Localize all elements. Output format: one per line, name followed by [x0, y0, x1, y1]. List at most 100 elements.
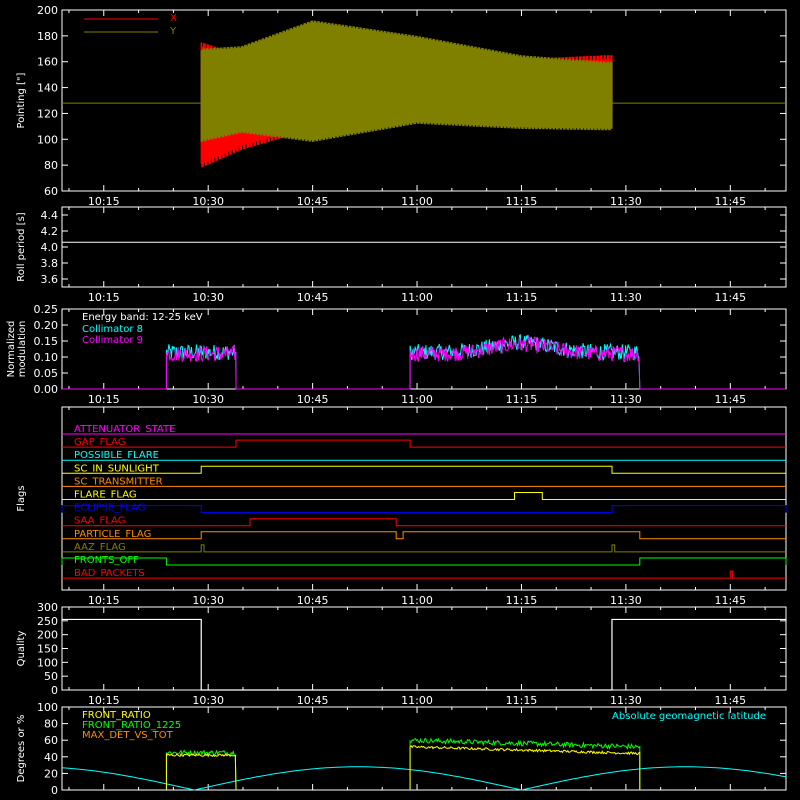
x-tick-label: 10:30	[192, 694, 224, 707]
x-tick-label: 11:30	[610, 195, 642, 208]
y-tick-label: 0.20	[34, 319, 59, 332]
flag-trace-gap-flag	[62, 439, 786, 448]
flag-trace-saa-flag	[62, 518, 786, 527]
y-tick-label: 160	[37, 56, 58, 69]
series-front-ratio	[165, 745, 641, 791]
flag-trace-particle-flag	[62, 531, 786, 540]
x-tick-label: 10:15	[88, 594, 120, 607]
y-tick-label: 100	[37, 133, 58, 146]
x-tick-label: 10:15	[88, 393, 120, 406]
geomagnetic-latitude-annotation: Absolute geomagnetic latitude	[612, 711, 766, 722]
y-tick-label: 3.8	[41, 257, 59, 270]
modulation-axes	[61, 308, 787, 390]
x-tick-label: 10:30	[192, 594, 224, 607]
y-tick-label: 60	[44, 185, 58, 198]
x-tick-label: 10:30	[192, 393, 224, 406]
y-tick-label: 4.0	[41, 241, 59, 254]
legend-label-front-ratio-1225: FRONT_RATIO_1225	[82, 720, 181, 731]
y-tick-label: 80	[44, 718, 58, 731]
y-tick-label: 200	[37, 4, 58, 17]
flag-label-aaz-flag: AAZ_FLAG	[74, 542, 126, 553]
y-tick-label: 80	[44, 159, 58, 172]
flag-trace-sc-in-sunlight	[62, 465, 786, 474]
flag-trace-aaz-flag	[62, 544, 786, 553]
flag-label-sc-in-sunlight: SC_IN_SUNLIGHT	[74, 463, 160, 474]
x-tick-label: 11:15	[506, 195, 538, 208]
x-tick-label: 11:15	[506, 594, 538, 607]
y-tick-label: 180	[37, 30, 58, 43]
y-tick-label: 60	[44, 734, 58, 747]
x-tick-label: 10:45	[297, 694, 329, 707]
y-tick-label: 0	[51, 684, 58, 697]
series-collimator-9	[62, 334, 786, 390]
y-tick-label: 0.05	[34, 367, 59, 380]
x-tick-label: 10:30	[192, 291, 224, 304]
y-tick-label: 120	[37, 107, 58, 120]
flag-label-particle-flag: PARTICLE_FLAG	[74, 529, 151, 540]
x-tick-label: 11:15	[506, 393, 538, 406]
y-tick-label: 200	[37, 629, 58, 642]
legend-label-front-ratio: FRONT_RATIO	[82, 710, 151, 721]
y-tick-label: 50	[44, 670, 58, 683]
flag-label-gap-flag: GAP_FLAG	[74, 437, 126, 448]
y-tick-label: 150	[37, 643, 58, 656]
y-tick-label: 100	[37, 656, 58, 669]
x-tick-label: 11:00	[401, 393, 433, 406]
y-axis-label: modulation	[17, 321, 28, 378]
flags-axes	[61, 406, 787, 591]
flag-trace-eclipse-flag	[61, 505, 787, 514]
x-tick-label: 10:15	[88, 195, 120, 208]
y-axis-label: Roll period [s]	[16, 212, 27, 281]
legend-label-max-det-vs-tot: MAX_DET_VS_TOT	[82, 730, 174, 741]
x-tick-label: 10:15	[88, 694, 120, 707]
x-tick-label: 11:45	[714, 594, 746, 607]
x-tick-label: 11:00	[401, 694, 433, 707]
x-tick-label: 11:30	[610, 594, 642, 607]
ratios-panel: Degrees or % 0 20 40 60 80 100 FRONT_RATIOFRONT…	[16, 701, 787, 797]
x-tick-label: 11:45	[714, 195, 746, 208]
y-axis-label: Pointing ["]	[16, 72, 27, 128]
y-tick-label: 20	[44, 767, 58, 780]
x-tick-label: 10:45	[297, 291, 329, 304]
x-tick-label: 11:30	[610, 291, 642, 304]
y-axis-label: Degrees or %	[16, 715, 27, 783]
pointing-panel: Pointing ["] 60 80 100 120 140 160 180 200 10:15 1…	[16, 4, 787, 208]
flag-trace-fronts-off	[61, 557, 787, 566]
series-geomagnetic-latitude	[61, 766, 787, 791]
flag-trace-flare-flag	[62, 492, 786, 500]
flag-label-flare-flag: FLARE_FLAG	[74, 490, 137, 501]
y-tick-label: 40	[44, 751, 58, 764]
x-tick-label: 10:45	[297, 195, 329, 208]
x-tick-label: 11:45	[714, 291, 746, 304]
flag-label-eclipse-flag: ECLIPSE_FLAG	[74, 503, 145, 514]
modulation-panel: Normalized modulation 0.00 0.05 0.10 0.15 0.20…	[6, 303, 787, 406]
y-tick-label: 4.2	[41, 225, 59, 238]
legend-label-collimator-8: Collimator 8	[82, 324, 143, 335]
x-tick-label: 11:00	[401, 594, 433, 607]
y-tick-label: 100	[37, 701, 58, 714]
flag-label-possible-flare: POSSIBLE_FLARE	[74, 450, 159, 461]
x-tick-label: 11:30	[610, 393, 642, 406]
x-tick-label: 10:45	[297, 594, 329, 607]
x-tick-label: 11:15	[506, 291, 538, 304]
y-tick-label: 250	[37, 615, 58, 628]
y-tick-label: 300	[37, 601, 58, 614]
flags-panel: Flags 10:15 10:30 10:45 11:00 11:15 11:30 11:45…	[16, 406, 787, 607]
series-y-band	[200, 20, 613, 142]
y-axis-label: Quality	[16, 631, 27, 667]
pointing-axes	[61, 9, 787, 192]
y-tick-label: 3.6	[41, 273, 59, 286]
y-tick-label: 4.4	[41, 209, 59, 222]
ratios-axes	[61, 706, 787, 791]
flag-trace-bad-packets	[62, 570, 786, 579]
x-tick-label: 11:30	[610, 694, 642, 707]
series-front-ratio-1225	[165, 737, 641, 791]
legend-label-y: Y	[169, 26, 177, 37]
roll-panel: Roll period [s] 3.6 3.8 4.0 4.2 4.4 10:15 10:30…	[16, 206, 787, 304]
x-tick-label: 10:45	[297, 393, 329, 406]
y-tick-label: 0.10	[34, 351, 59, 364]
y-tick-label: 0	[51, 784, 58, 797]
flag-label-fronts-off: FRONTS_OFF	[74, 555, 139, 566]
